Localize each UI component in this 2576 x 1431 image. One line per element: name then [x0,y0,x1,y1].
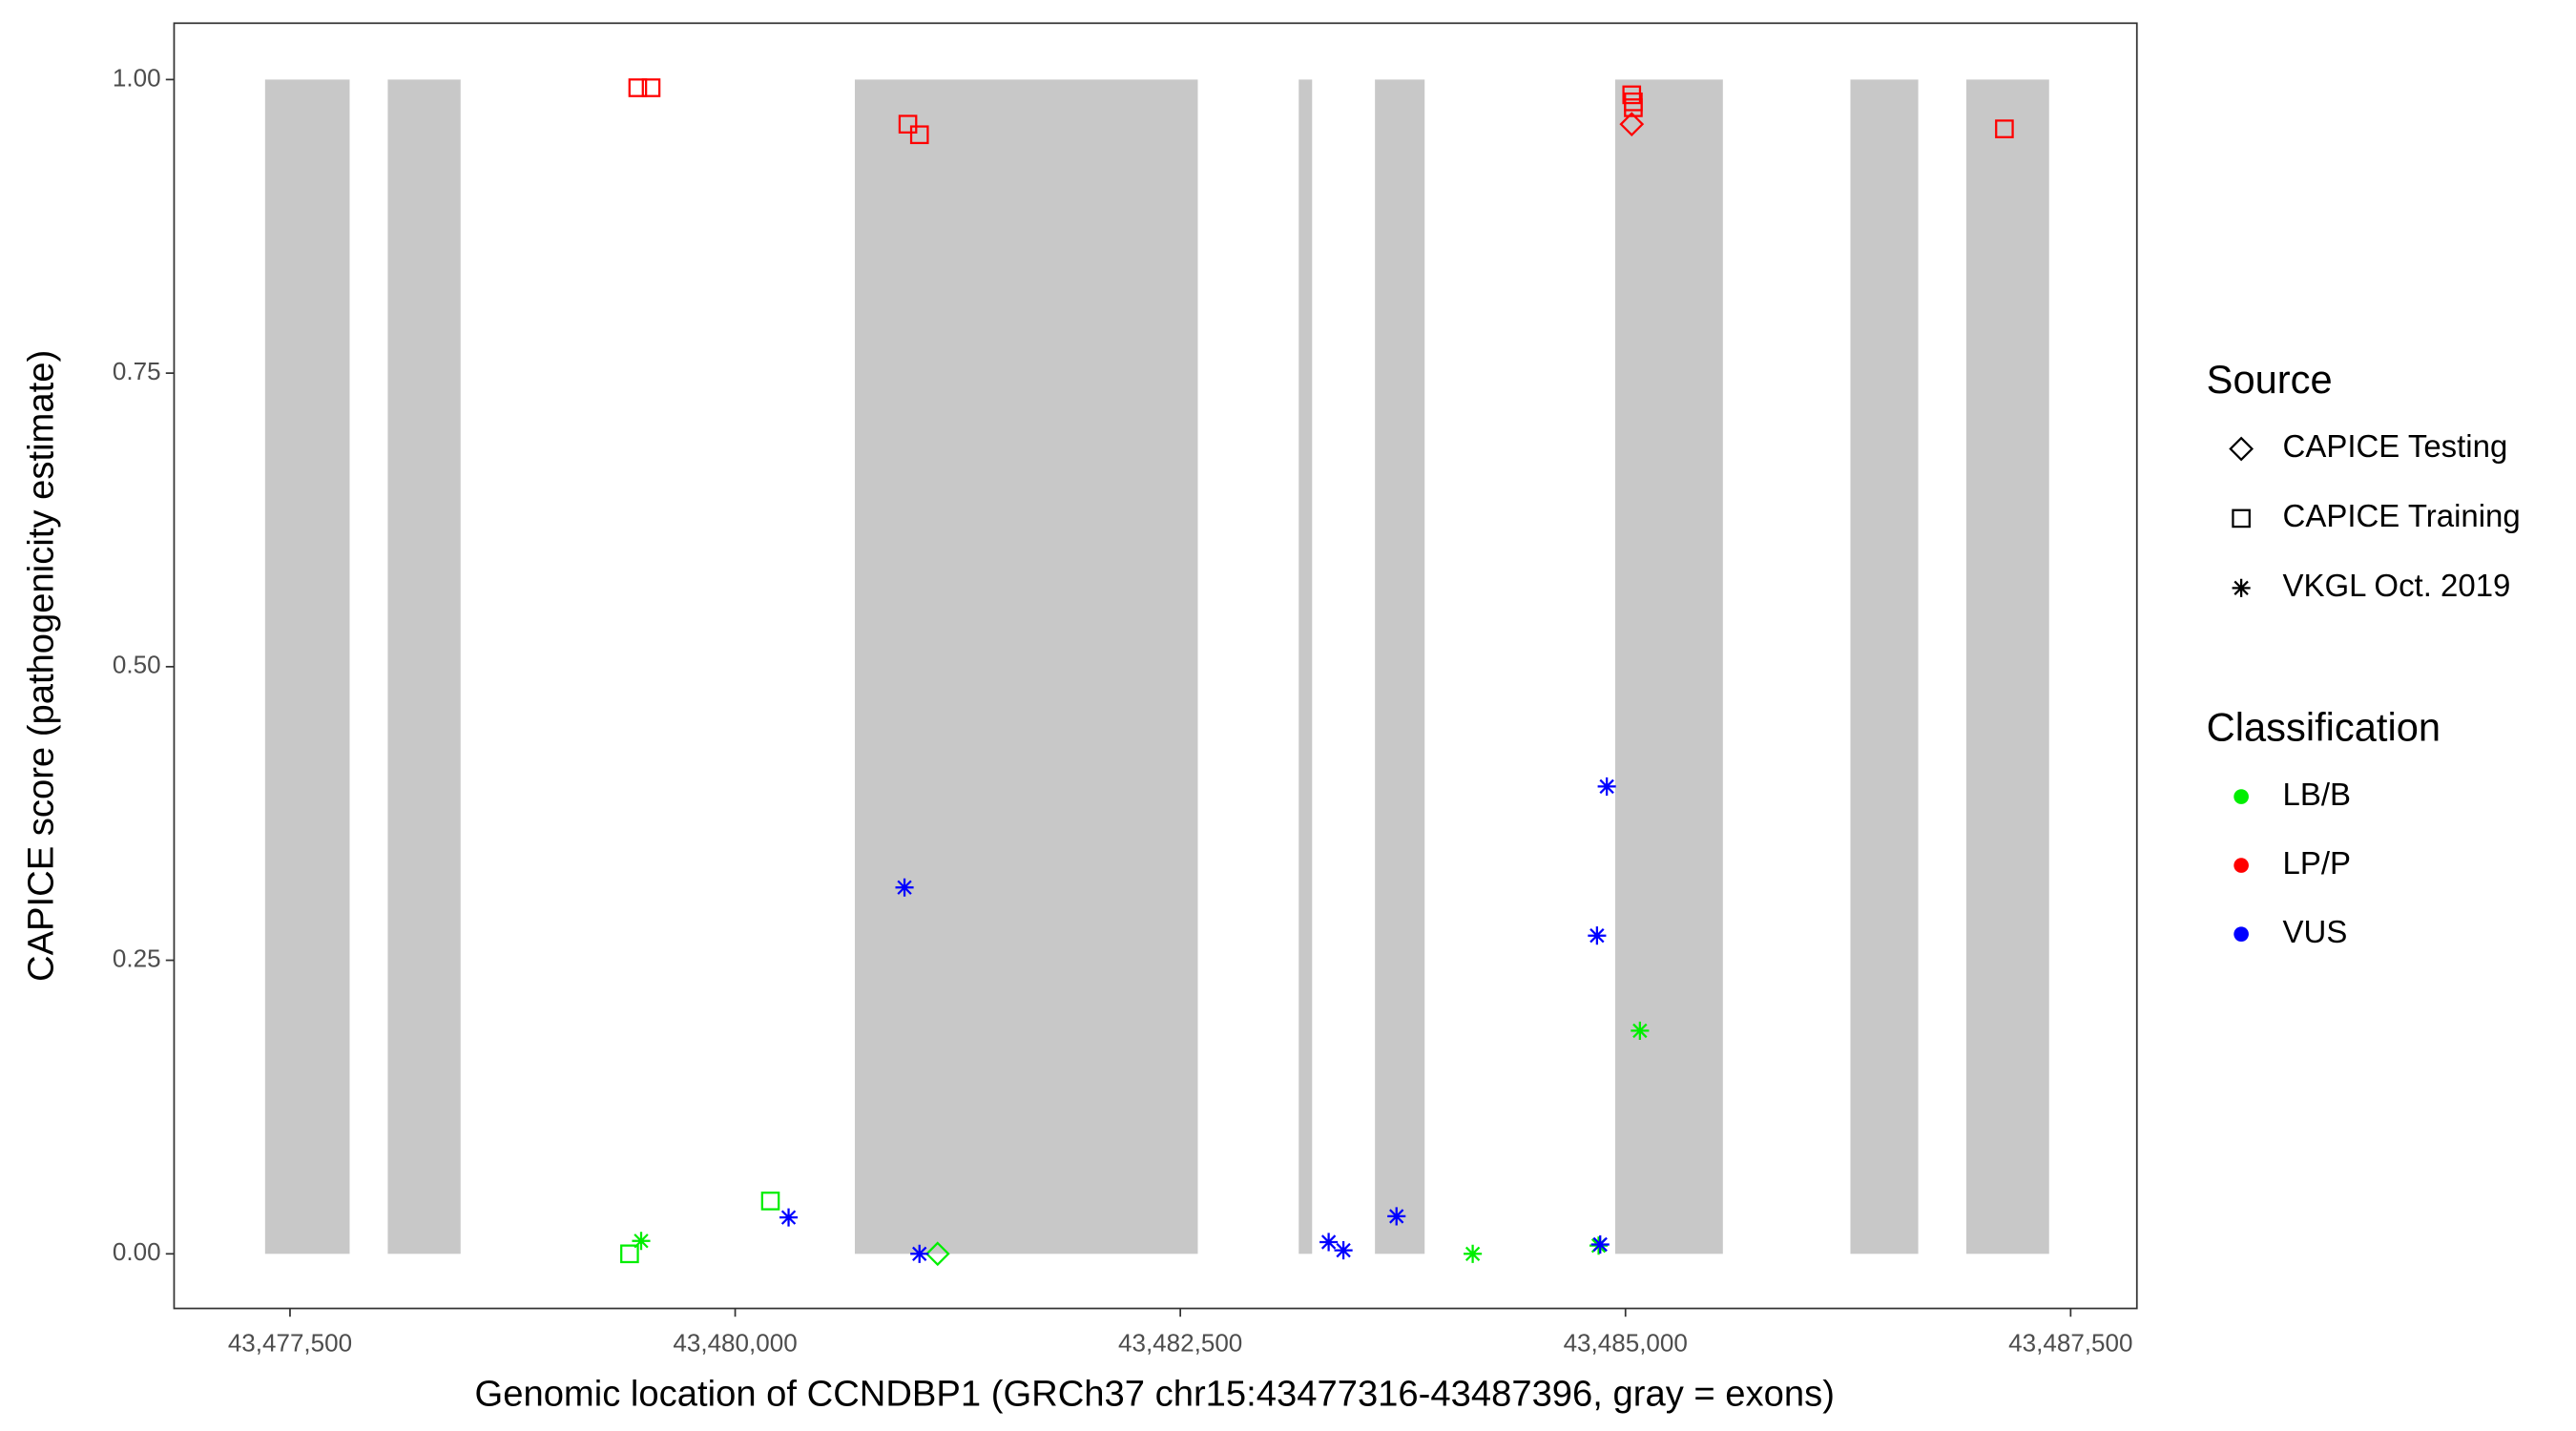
legend-label: VUS [2283,914,2348,949]
legend-label: CAPICE Training [2283,498,2521,533]
marker-shape [1995,119,2014,138]
exon [1614,79,1723,1255]
x-axis-title: Genomic location of CCNDBP1 (GRCh37 chr1… [475,1374,1835,1415]
point [909,125,929,145]
point [1464,1244,1483,1263]
legend-label: LB/B [2283,777,2351,812]
marker-shape [760,1192,780,1211]
y-tick-label: 0.75 [113,357,161,385]
legend-label: VKGL Oct. 2019 [2283,568,2511,603]
x-tick-label: 43,485,000 [1564,1329,1688,1358]
marker-shape [1334,1241,1353,1260]
point [779,1208,799,1227]
marker-shape [895,878,914,897]
marker-shape [620,1244,639,1264]
marker-shape [1590,1234,1610,1254]
marker-shape [2229,436,2254,462]
point [1597,777,1616,796]
marker-shape [924,1241,950,1267]
marker-shape [1631,1021,1650,1040]
point [1334,1241,1353,1260]
point [1619,112,1645,137]
legend-title: Source [2207,357,2333,402]
legend-title: Classification [2207,705,2441,750]
plot-border [173,22,2138,1310]
exon [854,79,1198,1255]
marker-shape [909,125,929,145]
point [895,878,914,897]
point [1995,119,2014,138]
marker-shape [898,114,918,134]
point [760,1192,780,1211]
marker-shape [779,1208,799,1227]
legend-key [2232,578,2251,597]
point [924,1241,950,1267]
point [641,78,661,97]
exon [387,79,461,1255]
marker-shape [632,1232,651,1251]
exon [1965,79,2049,1255]
marker-shape [2232,578,2251,597]
x-tick-label: 43,477,500 [228,1329,352,1358]
exon [1850,79,1919,1255]
point [898,114,918,134]
legend-key [2233,858,2249,873]
plot-area [264,78,2049,1267]
marker-shape [1619,112,1645,137]
legend-key [2233,789,2249,804]
point [1590,1234,1610,1254]
marker-shape [910,1244,929,1263]
marker-shape [1622,85,1642,105]
point [1588,926,1607,945]
point [1387,1207,1406,1226]
point [910,1244,929,1263]
legend-key [2229,436,2254,462]
marker-shape [1319,1233,1339,1252]
y-tick-label: 0.00 [113,1237,161,1266]
marker-shape [2232,508,2251,529]
marker-shape [1387,1207,1406,1226]
exon [1375,79,1425,1255]
point [1319,1233,1339,1252]
legend-key [2233,926,2249,942]
legend-key [2232,508,2251,529]
point [628,78,648,97]
marker-shape [641,78,661,97]
marker-shape [1464,1244,1483,1263]
legend-label: CAPICE Testing [2283,428,2508,464]
x-tick-label: 43,480,000 [673,1329,797,1358]
y-tick-label: 1.00 [113,63,161,92]
x-tick-label: 43,482,500 [1118,1329,1242,1358]
point [620,1244,639,1264]
marker-shape [628,78,648,97]
point [1631,1021,1650,1040]
point [632,1232,651,1251]
y-tick-label: 0.50 [113,651,161,679]
y-tick-label: 0.25 [113,944,161,972]
y-axis-title: CAPICE score (pathogenicity estimate) [20,350,61,982]
exon [264,79,350,1255]
point [1622,85,1642,105]
marker-shape [1597,777,1616,796]
legend-label: LP/P [2283,845,2351,881]
x-tick-label: 43,487,500 [2008,1329,2132,1358]
marker-shape [1588,926,1607,945]
exon [1298,79,1313,1255]
